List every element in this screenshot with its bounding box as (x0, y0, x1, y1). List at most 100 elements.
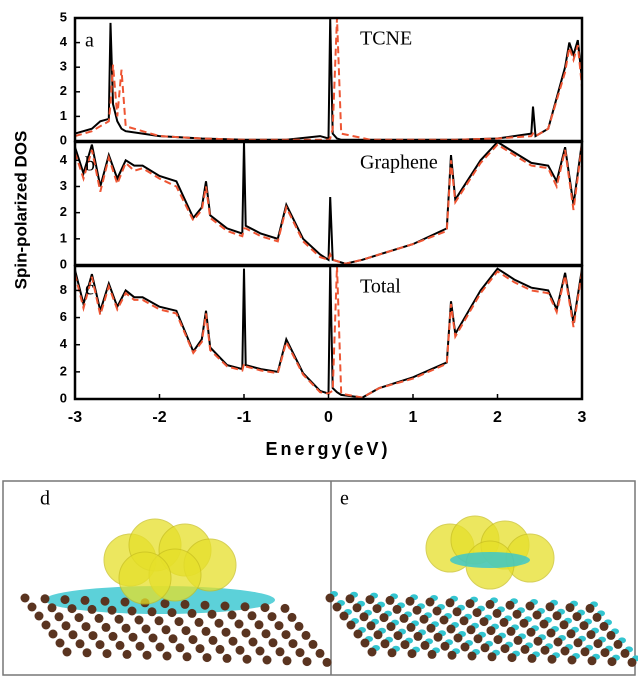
carbon-atom (580, 647, 590, 657)
carbon-atom (447, 650, 457, 660)
x-axis-label: Energy(eV) (265, 439, 390, 459)
y-tick-label: 1 (60, 230, 67, 245)
carbon-atom (201, 626, 211, 636)
carbon-atom (208, 635, 218, 645)
carbon-atom (68, 630, 78, 640)
carbon-atom (433, 632, 443, 642)
carbon-atom (459, 616, 469, 626)
carbon-atom (168, 634, 178, 644)
carbon-atom (546, 628, 556, 638)
carbon-atom (613, 639, 623, 649)
carbon-atom (142, 650, 152, 660)
carbon-atom (419, 614, 429, 624)
carbon-atom (81, 622, 91, 632)
carbon-atom (147, 607, 157, 617)
y-tick-label: 0 (60, 132, 67, 147)
carbon-atom (365, 595, 375, 605)
carbon-atom (567, 655, 577, 665)
carbon-atom (282, 656, 292, 666)
carbon-atom (599, 621, 609, 631)
carbon-atom (493, 635, 503, 645)
carbon-atom (486, 626, 496, 636)
carbon-atom (115, 640, 125, 650)
carbon-atom (160, 599, 170, 609)
dos-line (74, 143, 583, 265)
carbon-atom (379, 613, 389, 623)
carbon-atom (280, 603, 290, 613)
carbon-atom (162, 651, 172, 661)
carbon-atom (155, 642, 165, 652)
carbon-atom (234, 619, 244, 629)
carbon-atom (322, 657, 332, 667)
carbon-atom (247, 611, 257, 621)
carbon-atom (352, 603, 362, 613)
carbon-atom (425, 597, 435, 607)
carbon-atom (587, 656, 597, 666)
carbon-atom (308, 639, 318, 649)
carbon-atom (175, 643, 185, 653)
carbon-atom (553, 637, 563, 647)
carbon-atom (566, 629, 576, 639)
carbon-atom (34, 611, 44, 621)
carbon-atom (102, 649, 112, 659)
carbon-atom (261, 629, 271, 639)
carbon-atom (121, 623, 131, 633)
carbon-atom (353, 629, 363, 639)
carbon-atom (586, 630, 596, 640)
carbon-atom (242, 654, 252, 664)
carbon-atom (372, 604, 382, 614)
x-tick-label: 3 (578, 409, 587, 426)
carbon-atom (440, 641, 450, 651)
carbon-atom (387, 648, 397, 658)
carbon-atom (445, 598, 455, 608)
carbon-atom (539, 619, 549, 629)
carbon-atom (262, 655, 272, 665)
carbon-atom (207, 609, 217, 619)
carbon-atom (405, 596, 415, 606)
carbon-atom (128, 632, 138, 642)
carbon-atom (560, 646, 570, 656)
carbon-atom (315, 648, 325, 658)
carbon-atom (627, 657, 637, 667)
carbon-atom (412, 605, 422, 615)
carbon-atom (62, 647, 72, 657)
y-tick-label: 3 (60, 59, 67, 74)
spin-density (45, 586, 275, 614)
carbon-atom (235, 645, 245, 655)
carbon-atom (194, 617, 204, 627)
carbon-atom (479, 617, 489, 627)
panel-annotation: Graphene (360, 152, 438, 174)
carbon-atom (87, 604, 97, 614)
carbon-atom (532, 610, 542, 620)
carbon-atom (385, 595, 395, 605)
carbon-atom (202, 653, 212, 663)
carbon-atom (579, 621, 589, 631)
carbon-atom (525, 601, 535, 611)
carbon-atom (500, 644, 510, 654)
carbon-atom (248, 637, 258, 647)
carbon-atom (82, 648, 92, 658)
carbon-atom (95, 640, 105, 650)
carbon-atom (446, 624, 456, 634)
carbon-atom (485, 599, 495, 609)
carbon-atom (274, 621, 284, 631)
carbon-atom (565, 603, 575, 613)
carbon-atom (20, 593, 30, 603)
carbon-atom (439, 615, 449, 625)
carbon-atom (406, 622, 416, 632)
y-tick-label: 6 (60, 309, 67, 324)
carbon-atom (48, 629, 58, 639)
carbon-atom (240, 602, 250, 612)
carbon-atom (467, 651, 477, 661)
carbon-atom (267, 612, 277, 622)
carbon-atom (47, 603, 57, 613)
carbon-atom (182, 652, 192, 662)
carbon-atom (154, 616, 164, 626)
carbon-atom (135, 641, 145, 651)
carbon-atom (220, 601, 230, 611)
carbon-atom (399, 613, 409, 623)
dos-line (74, 265, 583, 399)
dos-line (74, 265, 583, 399)
carbon-atom (55, 638, 65, 648)
panel-annotation: TCNE (360, 28, 412, 50)
